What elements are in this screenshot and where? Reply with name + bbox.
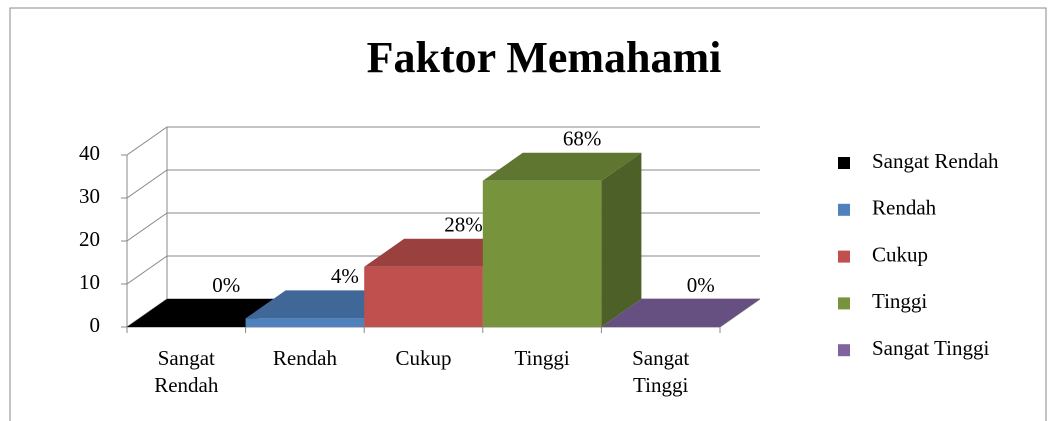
bar-top: [601, 299, 760, 327]
legend-label: Tinggi: [872, 289, 927, 313]
x-tick-label: Rendah: [272, 346, 337, 370]
grid-line: [126, 169, 760, 199]
y-tick-label: 0: [90, 313, 101, 337]
bar-front: [364, 266, 483, 327]
bar-front: [245, 318, 365, 327]
x-tick-label: Tinggi: [514, 346, 570, 370]
value-label: 0%: [212, 273, 240, 297]
x-tick-label: Cukup: [395, 346, 452, 370]
bar-top: [482, 152, 642, 181]
legend-label: Cukup: [872, 242, 928, 266]
value-label: 68%: [563, 127, 602, 151]
bar-side: [601, 152, 642, 327]
y-tick-label: 30: [79, 184, 100, 208]
value-label: 28%: [444, 213, 483, 237]
legend-label: Sangat Tinggi: [872, 336, 989, 360]
grid-line: [126, 126, 760, 156]
chart-title: Faktor Memahami: [367, 33, 722, 82]
bar-front: [482, 180, 602, 327]
legend-swatch: [838, 344, 850, 357]
y-tick-label: 10: [79, 270, 100, 294]
y-tick-label: 40: [79, 141, 100, 165]
value-label: 4%: [331, 264, 359, 288]
y-tick-label: 20: [79, 227, 100, 251]
legend-label: Rendah: [872, 196, 937, 220]
legend-label: Sangat Rendah: [872, 149, 999, 173]
x-tick-label: Sangat Rendah: [154, 346, 219, 397]
x-tick-label: Sangat Tinggi: [632, 346, 690, 397]
legend-swatch: [838, 203, 850, 216]
frame: [9, 7, 1047, 421]
value-label: 0%: [687, 273, 715, 297]
legend-swatch: [838, 297, 850, 310]
legend-swatch: [838, 250, 850, 263]
legend-swatch: [838, 157, 850, 169]
